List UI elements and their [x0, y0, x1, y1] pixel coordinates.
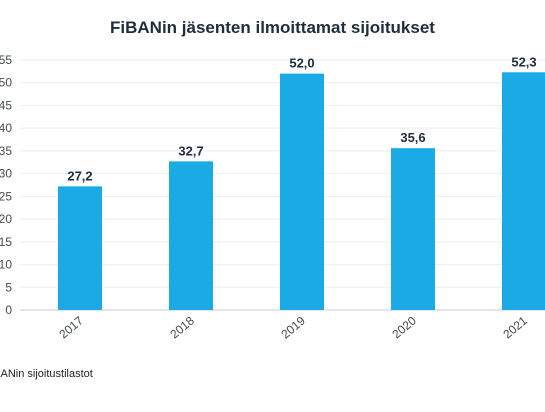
bar [280, 73, 324, 311]
x-tick-label: 2021 [500, 313, 530, 341]
source-note: FiBANin sijoitustilastot [0, 368, 93, 380]
y-tick-label: 35 [0, 144, 12, 158]
y-tick-label: 0 [5, 303, 12, 317]
data-label: 52,0 [289, 56, 314, 71]
bar [169, 161, 213, 310]
y-tick-label: 50 [0, 76, 12, 90]
x-tick-label: 2017 [56, 313, 86, 341]
bar [502, 72, 545, 310]
y-tick-label: 55 [0, 53, 12, 67]
x-tick-label: 2019 [278, 313, 308, 341]
data-label: 52,3 [511, 54, 536, 69]
chart-title: FiBANin jäsenten ilmoittamat sijoitukset [110, 18, 435, 37]
y-tick-label: 15 [0, 235, 12, 249]
data-label: 32,7 [178, 143, 203, 158]
y-tick-label: 25 [0, 189, 12, 203]
x-tick-label: 2020 [389, 313, 419, 341]
y-tick-label: 30 [0, 167, 12, 181]
data-label: 27,2 [67, 168, 92, 183]
y-tick-label: 10 [0, 258, 12, 272]
bar [58, 186, 102, 310]
y-tick-label: 20 [0, 212, 12, 226]
bar [391, 148, 435, 310]
y-tick-label: 40 [0, 121, 12, 135]
y-tick-label: 5 [5, 280, 12, 294]
x-tick-label: 2018 [167, 313, 197, 341]
data-label: 35,6 [400, 130, 425, 145]
y-tick-label: 45 [0, 98, 12, 112]
